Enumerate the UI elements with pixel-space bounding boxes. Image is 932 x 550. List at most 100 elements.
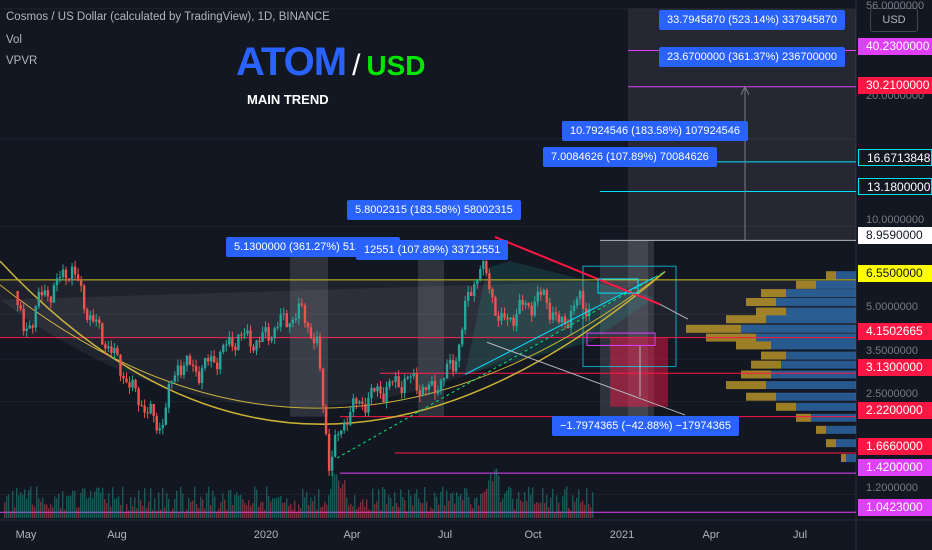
- candle-body: [382, 393, 385, 403]
- volume-bar: [544, 503, 546, 518]
- candle-body: [61, 269, 65, 278]
- volume-bar: [116, 498, 118, 518]
- candle-body: [52, 285, 56, 303]
- vpvr-bar-buy: [786, 289, 856, 298]
- measure-label-8[interactable]: −1.7974365 (−42.88%) −17974365: [552, 416, 739, 436]
- volume-bar: [68, 496, 70, 518]
- candle-body: [476, 279, 479, 285]
- candle-body: [79, 280, 83, 286]
- volume-bar: [254, 486, 256, 518]
- measure-label-5[interactable]: 5.8002315 (183.58%) 58002315: [347, 200, 521, 220]
- candle-body: [418, 390, 422, 396]
- measure-label-2[interactable]: 23.6700000 (361.37%) 236700000: [659, 47, 846, 67]
- candle-body: [430, 380, 434, 385]
- volume-bar: [486, 488, 488, 518]
- volume-bar: [132, 506, 134, 518]
- candle-body: [164, 407, 168, 425]
- candle-body: [125, 378, 128, 383]
- volume-bar: [134, 497, 136, 518]
- volume-bar: [392, 506, 394, 518]
- candle-body: [176, 365, 180, 376]
- candle-body: [439, 380, 443, 391]
- candle-body: [403, 378, 406, 393]
- chart-title: Cosmos / US Dollar (calculated by Tradin…: [6, 11, 330, 23]
- vpvr-bar-buy: [766, 381, 856, 390]
- volume-bar: [346, 497, 348, 518]
- candle-body: [497, 315, 500, 321]
- volume-bar: [394, 492, 396, 518]
- volume-bar: [110, 506, 112, 518]
- volume-bar: [18, 495, 20, 518]
- candle-body: [524, 303, 527, 305]
- candle-body: [470, 292, 473, 296]
- vpvr-bar-buy: [776, 392, 856, 401]
- volume-bar: [578, 489, 580, 518]
- volume-bar: [250, 505, 252, 518]
- volume-bar: [88, 497, 90, 518]
- candle-body: [95, 319, 98, 322]
- candle-body: [22, 308, 25, 332]
- volume-bar: [546, 494, 548, 518]
- candle-body: [252, 346, 255, 351]
- vpvr-indicator-label[interactable]: VPVR: [6, 55, 38, 67]
- volume-bar: [16, 487, 18, 518]
- volume-bar: [240, 494, 242, 518]
- candle-body: [122, 375, 125, 379]
- candle-body: [73, 266, 77, 275]
- vpvr-bar-buy: [836, 439, 856, 448]
- volume-bar: [498, 475, 500, 518]
- x-tick: 2020: [253, 529, 279, 541]
- x-tick: Oct: [524, 529, 542, 541]
- volume-bar: [570, 510, 572, 518]
- candle-body: [158, 428, 161, 431]
- volume-bar: [494, 469, 496, 518]
- volume-bar: [372, 488, 374, 518]
- volume-bar: [334, 474, 336, 518]
- trend-lines[interactable]: [336, 85, 750, 459]
- volume-bar: [58, 494, 60, 518]
- volume-bar: [300, 507, 302, 518]
- candle-body: [385, 386, 388, 403]
- projection-zone: [628, 240, 654, 417]
- candle-body: [482, 261, 485, 270]
- volume-bar: [456, 492, 458, 518]
- measure-label-3[interactable]: 10.7924546 (183.58%) 107924546: [562, 121, 749, 141]
- volume-bar: [38, 498, 40, 518]
- candle-body: [488, 273, 491, 290]
- volume-bar: [588, 503, 590, 518]
- volume-indicator-label[interactable]: Vol: [6, 34, 22, 46]
- volume-bar: [524, 492, 526, 518]
- volume-bar: [374, 504, 376, 518]
- candle-body: [46, 290, 50, 297]
- candle-body: [28, 325, 31, 329]
- volume-bar: [562, 496, 564, 518]
- volume-bar: [478, 505, 480, 518]
- y-tick: 10.0000000: [866, 214, 925, 226]
- volume-bar: [50, 504, 52, 518]
- volume-bar: [484, 491, 486, 518]
- candle-body: [448, 359, 452, 364]
- candle-body: [237, 334, 240, 351]
- vpvr-bar-sell: [686, 324, 741, 333]
- volume-bar: [438, 504, 440, 518]
- brand-base: ATOM: [236, 40, 347, 84]
- volume-bar: [464, 487, 466, 518]
- currency-button[interactable]: USD: [870, 8, 918, 32]
- measure-label-1[interactable]: 33.7945870 (523.14%) 337945870: [659, 10, 846, 30]
- volume-bar: [242, 499, 244, 518]
- measure-label-4[interactable]: 7.0084626 (107.89%) 70084626: [543, 147, 717, 167]
- volume-bar: [144, 488, 146, 518]
- volume-bar: [162, 488, 164, 518]
- volume-bar: [458, 496, 460, 518]
- candle-body: [364, 403, 367, 413]
- vpvr-bar-buy: [846, 454, 856, 463]
- vpvr-bar-sell: [826, 271, 836, 280]
- volume-bar: [306, 491, 308, 518]
- volume-bar: [330, 488, 332, 518]
- measure-label-7[interactable]: 12551 (107.89%) 33712551: [356, 240, 509, 260]
- volume-bar: [434, 492, 436, 518]
- volume-bar: [44, 504, 46, 518]
- candle-body: [309, 327, 313, 339]
- volume-bar: [422, 503, 424, 518]
